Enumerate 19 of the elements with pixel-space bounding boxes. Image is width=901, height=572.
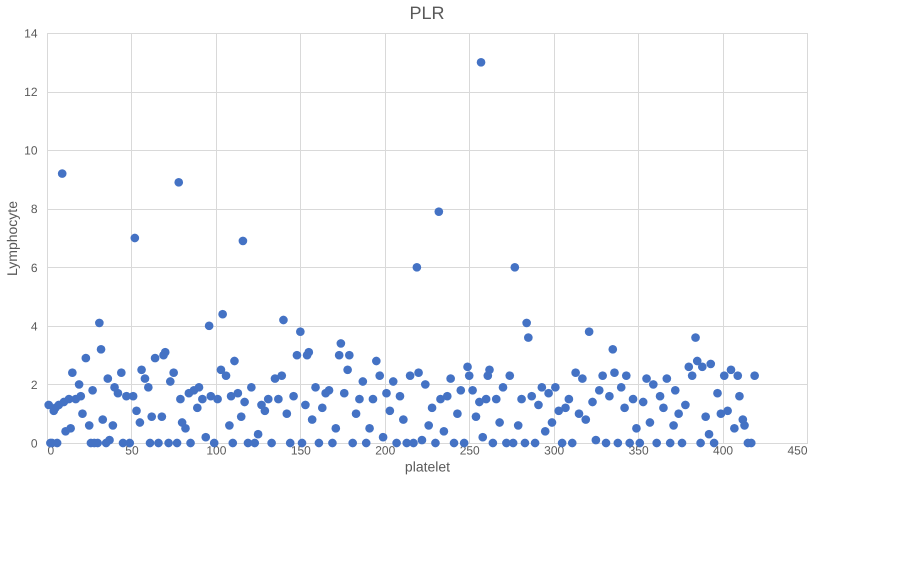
x-tick-label: 300: [544, 444, 564, 458]
x-tick-label: 200: [375, 444, 396, 458]
x-tick-label: 400: [713, 444, 734, 458]
y-tick-label: 2: [30, 378, 38, 392]
y-tick-label: 14: [24, 26, 38, 40]
y-tick-label: 8: [30, 202, 38, 216]
x-tick-label: 350: [628, 444, 649, 458]
x-tick-label: 100: [206, 444, 227, 458]
x-tick-label: 250: [460, 444, 480, 458]
x-axis-title: platelet: [404, 458, 450, 474]
x-tick-label: 150: [290, 444, 312, 458]
x-tick-label: 450: [787, 444, 808, 458]
x-tick-label: 50: [125, 444, 139, 458]
y-axis-title: Lymphocyte: [4, 200, 20, 276]
y-tick-label: 12: [24, 85, 38, 100]
y-tick-label: 4: [30, 319, 38, 334]
y-tick-label: 6: [30, 260, 38, 275]
chart-title: PLR: [409, 3, 445, 23]
y-tick-label: 10: [24, 144, 38, 158]
